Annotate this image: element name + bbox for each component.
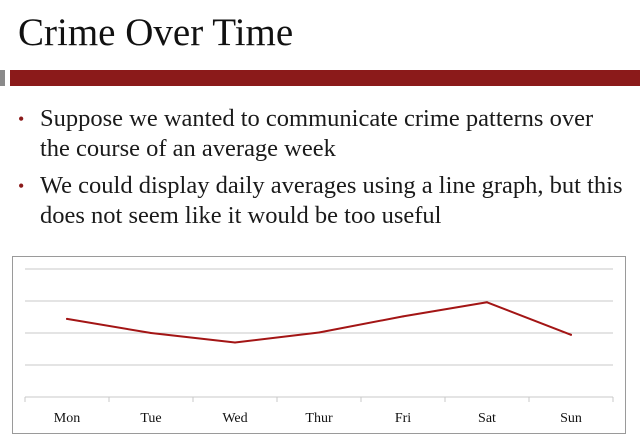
data-point-sat [486,301,488,304]
slide-title: Crime Over Time [18,11,294,54]
data-point-wed [234,341,236,344]
title-accent-bar [0,70,640,86]
x-tick-label: Fri [395,411,411,426]
accent-band [10,70,640,86]
bullet-list: • Suppose we wanted to communicate crime… [18,104,628,238]
data-point-mon [66,317,68,320]
bullet-item: • We could display daily averages using … [18,171,628,231]
x-tick-label: Sat [478,411,496,426]
accent-stub [0,70,5,86]
x-tick-label: Wed [222,411,247,426]
data-point-tue [150,332,152,334]
bullet-text: We could display daily averages using a … [40,172,623,229]
bullet-item: • Suppose we wanted to communicate crime… [18,104,628,164]
chart-frame: Mon Tue Wed Thur Fri Sat Sun [12,256,626,434]
bullet-dot: • [18,109,25,129]
x-tick-label: Tue [140,411,161,426]
data-point-thur [318,331,320,334]
bullet-dot: • [18,176,25,196]
x-tick-label: Sun [560,411,582,426]
data-point-sun [570,333,572,336]
x-tick-label: Mon [54,411,80,426]
x-tick-label: Thur [305,411,333,426]
line-chart: Mon Tue Wed Thur Fri Sat Sun [24,268,614,426]
series-line [66,301,572,344]
data-point-fri [402,315,404,318]
bullet-text: Suppose we wanted to communicate crime p… [40,105,594,162]
